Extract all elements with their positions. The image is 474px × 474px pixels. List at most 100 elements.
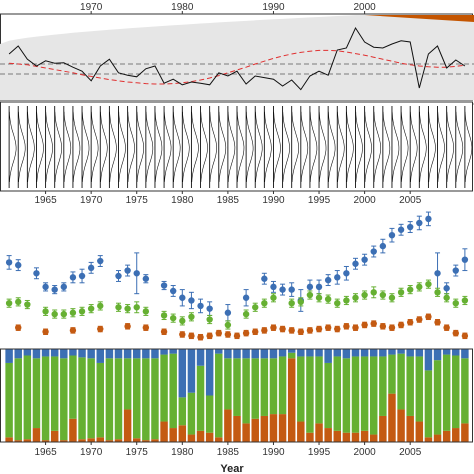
ridge-density [455,111,464,183]
ridge-density [319,111,327,183]
scatter-point [443,294,450,301]
scatter-point [397,321,405,329]
bar-segment-brown [41,440,50,442]
bar-segment-brown [269,414,278,442]
scatter-point [461,256,469,263]
scatter-point [279,286,286,293]
ridge-density [382,111,391,183]
bar-segment-green [205,395,214,433]
bar-segment-green [178,397,187,426]
scatter-point [233,332,241,340]
scatter-point [270,283,277,291]
bar-segment-brown [215,437,223,442]
bottom-tick-label: 2005 [399,447,422,458]
scatter-point [406,286,414,293]
scatter-point [406,223,414,231]
scatter-point [97,325,104,333]
bar-segment-brown [69,418,77,442]
bar-segment-brown [351,432,360,442]
ridge-density [127,111,135,183]
bar-segment-brown [433,434,442,442]
scatter-point [416,219,423,227]
bottom-tick-label: 1995 [308,447,331,458]
bar-segment-brown [461,423,469,442]
bottom-tick-label: 1965 [34,447,57,458]
scatter-point [179,317,186,325]
scatter-point [60,310,68,318]
bar-segment-blue [260,349,269,359]
bar-segment-green [114,358,123,440]
scatter-point [397,226,405,233]
ridge-density [419,111,427,183]
scatter-point [224,331,232,338]
bar-segment-brown [260,415,269,442]
bar-segment-green [132,358,141,439]
scatter-point [142,275,150,282]
bar-segment-green [251,358,259,419]
bar-segment-blue [333,349,342,357]
ridge-density [200,111,208,183]
ridge-density [118,111,126,183]
scatter-point [334,300,341,307]
scatter-point [297,298,305,306]
ridge-density [9,111,17,183]
bar-segment-brown [169,428,177,442]
scatter-point [388,232,396,239]
panel-timeseries: 1970 1980 1990 2000 [0,2,474,105]
scatter-point [416,316,423,323]
scatter-point [51,286,58,293]
scatter-point [69,327,77,334]
ridge-density [54,111,63,183]
bar-segment-brown [5,437,13,442]
ridge-density [337,111,345,183]
bar-segment-blue [96,349,105,363]
bar-segment-blue [242,349,250,359]
scatter-point [425,313,432,320]
scatter-point [133,270,140,277]
scatter-point [397,289,405,296]
scatter-point [188,313,195,320]
scatter-point [142,308,150,315]
bar-segment-green [169,353,177,429]
bar-segment-blue [297,349,305,357]
scatter-point [15,298,22,306]
scatter-point [306,283,314,291]
bottom-tick-label: 1995 [308,195,331,206]
bar-segment-brown [187,434,196,442]
ridge-density [164,111,172,183]
scatter-point [188,332,195,340]
bar-segment-blue [215,349,223,354]
scatter-point [215,329,222,337]
bar-segment-brown [224,409,232,442]
scatter-point [315,325,323,333]
bottom-tick-label: 1965 [34,195,57,206]
bar-segment-blue [14,349,22,359]
bar-segment-blue [424,349,433,371]
bar-segment-green [151,358,159,440]
scatter-point [434,319,441,326]
scatter-point [315,294,323,301]
ridge-density [209,111,217,183]
bar-segment-green [369,356,378,435]
scatter-point [124,323,131,330]
bar-segment-blue [60,349,68,359]
bar-segment-green [360,356,369,431]
bar-segment-blue [342,349,351,359]
bar-segment-blue [32,349,41,359]
bar-segment-blue [233,349,241,359]
scatter-point [42,308,49,315]
panel-stacked-bars: 1965 1970 1975 1980 1985 1990 1995 2000 2005 Yea… [0,348,473,474]
bar-segment-brown [397,409,405,442]
bar-segment-brown [342,432,351,442]
bar-segment-brown [415,421,424,442]
ridge-density [264,111,272,183]
accent-band [364,15,474,22]
scatter-point [179,331,186,338]
bar-segment-brown [278,414,287,442]
bar-segment-green [69,355,77,419]
bar-segment-brown [151,439,159,442]
bar-segment-brown [32,428,41,442]
bar-segment-brown [324,428,332,442]
bar-segment-brown [369,434,378,442]
